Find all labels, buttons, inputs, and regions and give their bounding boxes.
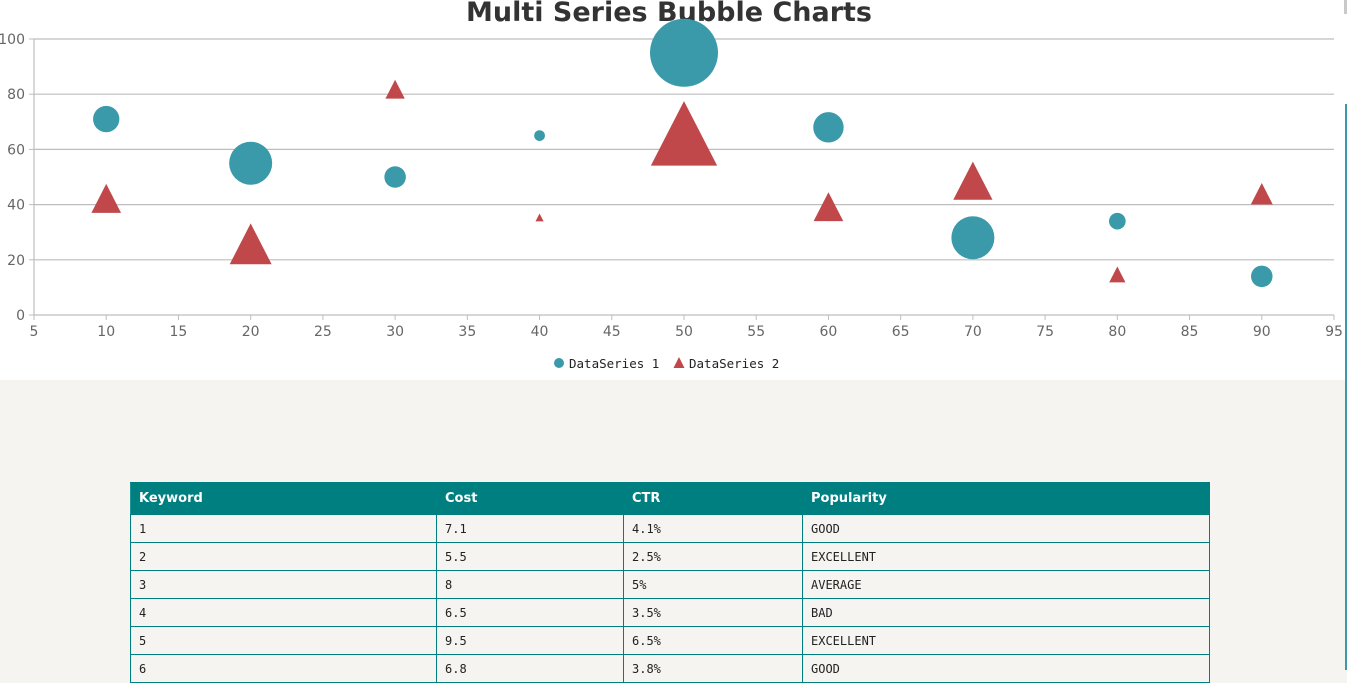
- table-cell: 6: [130, 654, 437, 683]
- bubble-series-1: [813, 112, 844, 143]
- scrollbar-edge[interactable]: [1345, 104, 1347, 670]
- column-header-keyword[interactable]: Keyword: [130, 482, 437, 515]
- column-header-cost[interactable]: Cost: [436, 482, 624, 515]
- bubble-series-2: [1109, 266, 1126, 283]
- table-cell: 6.5: [436, 598, 624, 627]
- x-tick-label: 25: [314, 324, 332, 340]
- table-cell: 7.1: [436, 514, 624, 543]
- bubble-series-1: [93, 105, 120, 133]
- table-cell: 6.8: [436, 654, 624, 683]
- table-cell: GOOD: [802, 654, 1210, 683]
- x-tick-label: 95: [1325, 324, 1343, 340]
- bubble-series-1: [384, 166, 406, 188]
- column-header-ctr[interactable]: CTR: [623, 482, 803, 515]
- x-tick-label: 30: [386, 324, 404, 340]
- table-cell: GOOD: [802, 514, 1210, 543]
- table-cell: 3.5%: [623, 598, 803, 627]
- x-tick-label: 65: [892, 324, 910, 340]
- y-tick-label: 80: [7, 87, 25, 103]
- legend[interactable]: DataSeries 1 DataSeries 2: [554, 356, 779, 371]
- x-tick-label: 5: [30, 324, 39, 340]
- y-tick-label: 100: [0, 32, 25, 48]
- bubble-series-1: [1251, 265, 1273, 288]
- bubble-series-2: [813, 192, 844, 222]
- x-tick-label: 45: [603, 324, 621, 340]
- table-cell: 3.8%: [623, 654, 803, 683]
- bubble-series-2: [1250, 183, 1273, 205]
- table-cell: 8: [436, 570, 624, 599]
- table-cell: 9.5: [436, 626, 624, 655]
- table-cell: 5: [130, 626, 437, 655]
- x-tick-label: 90: [1253, 324, 1271, 340]
- scrollbar-edge-top: [1344, 0, 1347, 14]
- bubble-series-2: [385, 79, 405, 99]
- table-cell: 6.5%: [623, 626, 803, 655]
- table-cell: BAD: [802, 598, 1210, 627]
- table-row: 4 6.5 3.5% BAD: [130, 598, 1210, 627]
- x-tick-label: 40: [531, 324, 549, 340]
- table-cell: AVERAGE: [802, 570, 1210, 599]
- table-row: 6 6.8 3.8% GOOD: [130, 654, 1210, 683]
- x-tick-label: 50: [675, 324, 693, 340]
- bubble-series-1: [1109, 212, 1126, 230]
- keyword-table: Keyword Cost CTR Popularity 1 7.1 4.1% G…: [130, 482, 1210, 683]
- y-tick-label: 0: [16, 308, 25, 324]
- table-cell: 3: [130, 570, 437, 599]
- bubble-series-1: [229, 141, 273, 185]
- bubble-series-1: [534, 130, 545, 141]
- x-tick-label: 55: [747, 324, 765, 340]
- bubble-series-2: [535, 213, 544, 222]
- table-cell: 5%: [623, 570, 803, 599]
- bubble-series-2: [91, 183, 122, 213]
- x-tick-label: 70: [964, 324, 982, 340]
- y-tick-label: 20: [7, 253, 25, 269]
- x-tick-label: 80: [1108, 324, 1126, 340]
- y-tick-label: 60: [7, 142, 25, 158]
- table-row: 5 9.5 6.5% EXCELLENT: [130, 626, 1210, 655]
- x-tick-label: 75: [1036, 324, 1054, 340]
- bubble-series-2: [650, 101, 718, 166]
- x-tick-label: 35: [458, 324, 476, 340]
- x-tick-label: 20: [242, 324, 260, 340]
- bubble-chart: Multi Series Bubble Charts 0204060801005…: [0, 0, 1343, 371]
- table-cell: 2: [130, 542, 437, 571]
- table-cell: 2.5%: [623, 542, 803, 571]
- x-tick-label: 10: [97, 324, 115, 340]
- x-tick-label: 15: [170, 324, 188, 340]
- chart-marks: [91, 18, 1273, 288]
- legend-label-series-2[interactable]: DataSeries 2: [689, 356, 779, 371]
- table-row: 1 7.1 4.1% GOOD: [130, 514, 1210, 543]
- legend-marker-series-2: [673, 357, 685, 368]
- table-cell: 4.1%: [623, 514, 803, 543]
- x-tick-label: 85: [1181, 324, 1199, 340]
- table-row: 2 5.5 2.5% EXCELLENT: [130, 542, 1210, 571]
- bubble-series-1: [650, 18, 718, 87]
- bubble-series-2: [953, 161, 993, 200]
- table-cell: 4: [130, 598, 437, 627]
- table-cell: EXCELLENT: [802, 542, 1210, 571]
- axes: 0 20 40 60 80 100 5 10 15 20 25 30 35 40 45 50 55 60 65 70 7…: [0, 32, 1343, 340]
- table-cell: 5.5: [436, 542, 624, 571]
- table-cell: 1: [130, 514, 437, 543]
- x-tick-label: 60: [820, 324, 838, 340]
- column-header-popularity[interactable]: Popularity: [802, 482, 1210, 515]
- legend-marker-series-1: [554, 358, 564, 368]
- y-tick-label: 40: [7, 198, 25, 214]
- table-row: 3 8 5% AVERAGE: [130, 570, 1210, 599]
- bubble-series-2: [229, 223, 272, 265]
- chart-panel: Multi Series Bubble Charts 0 20 40 60 80 100 5…: [0, 0, 1347, 380]
- table-cell: EXCELLENT: [802, 626, 1210, 655]
- table-header-row: Keyword Cost CTR Popularity: [130, 482, 1210, 515]
- legend-label-series-1[interactable]: DataSeries 1: [569, 356, 659, 371]
- bubble-series-1: [951, 216, 995, 260]
